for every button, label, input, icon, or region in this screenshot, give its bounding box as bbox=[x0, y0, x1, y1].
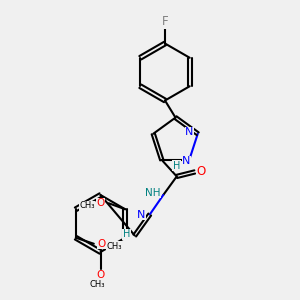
Text: NH: NH bbox=[145, 188, 161, 198]
Text: O: O bbox=[196, 165, 206, 178]
Text: N: N bbox=[137, 209, 146, 220]
Text: O: O bbox=[96, 198, 104, 208]
Text: N: N bbox=[185, 127, 194, 137]
Text: O: O bbox=[96, 270, 105, 280]
Text: H: H bbox=[123, 229, 130, 239]
Text: N: N bbox=[182, 156, 190, 167]
Text: CH₃: CH₃ bbox=[106, 242, 122, 251]
Text: F: F bbox=[162, 15, 168, 28]
Text: H: H bbox=[173, 161, 180, 171]
Text: CH₃: CH₃ bbox=[79, 201, 95, 210]
Text: O: O bbox=[97, 239, 105, 249]
Text: CH₃: CH₃ bbox=[90, 280, 105, 289]
